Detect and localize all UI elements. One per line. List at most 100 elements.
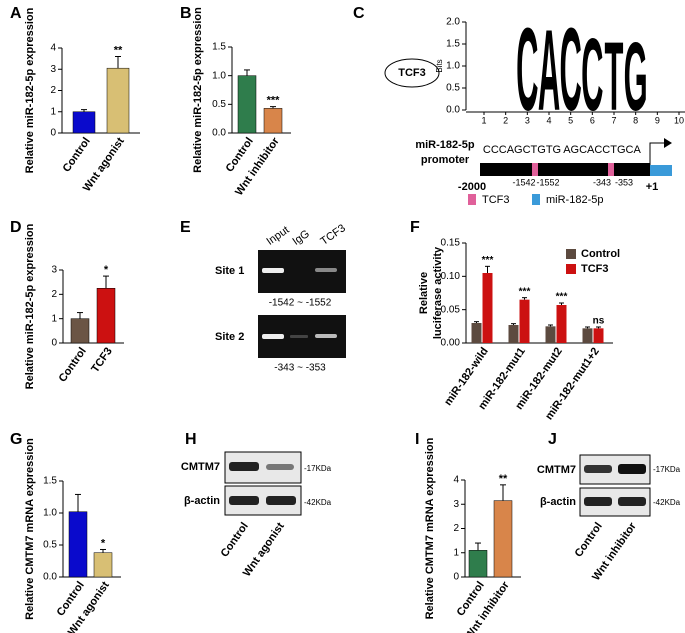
y-tick-label: 1.0 — [212, 70, 226, 81]
y-tick-label: 0.0 — [446, 105, 460, 116]
significance: *** — [556, 292, 568, 303]
bar — [593, 328, 604, 343]
blot-band — [584, 465, 612, 473]
x-tick-label: 6 — [590, 115, 595, 125]
y-tick-label: 0.15 — [441, 238, 461, 249]
row-label: β-actin — [540, 496, 576, 508]
bar — [72, 111, 96, 134]
y-axis-label: Relative miR-182-5p expression — [24, 223, 36, 389]
size-label: -42KDa — [653, 498, 681, 507]
bar — [468, 550, 488, 578]
y-tick-label: 1.0 — [446, 61, 460, 72]
size-label: -17KDa — [653, 465, 681, 474]
significance: ** — [114, 44, 123, 56]
y-tick-label: 1.5 — [212, 42, 226, 53]
panel-label: H — [185, 431, 197, 448]
lane-label: TCF3 — [319, 222, 348, 248]
y-tick-label: 1 — [51, 313, 57, 324]
significance: *** — [519, 286, 531, 297]
bar — [582, 328, 593, 343]
logo-letter: C — [581, 18, 603, 133]
significance: *** — [267, 95, 281, 107]
y-tick-label: 4 — [453, 475, 459, 486]
y-tick-label: 1 — [453, 547, 459, 558]
factor-label: TCF3 — [398, 67, 426, 79]
panel-label: G — [10, 431, 22, 448]
row-label: Site 1 — [215, 265, 244, 277]
panel-label: F — [410, 219, 420, 236]
legend-swatch — [566, 249, 576, 259]
bar — [237, 75, 257, 134]
logo-letter: T — [605, 24, 624, 132]
x-tick-label: 4 — [546, 115, 551, 125]
lane-label: Control — [219, 521, 251, 560]
legend-label: miR-182-5p — [546, 194, 603, 206]
significance: *** — [482, 255, 494, 266]
y-tick-label: 0.5 — [446, 83, 460, 94]
legend-label: TCF3 — [482, 194, 510, 206]
y-tick-label: 3 — [453, 499, 459, 510]
lane-label: IgG — [291, 228, 312, 248]
promoter-bar — [480, 163, 650, 176]
y-tick-label: 0.5 — [43, 540, 57, 551]
x-tick-label: TCF3 — [89, 346, 115, 375]
y-tick-label: 1.0 — [43, 508, 57, 519]
promoter-label: promoter — [421, 154, 470, 166]
position: -2000 — [458, 181, 486, 193]
logo-letter: G — [624, 24, 648, 132]
logo-letter: C — [559, 5, 581, 136]
site-box — [608, 163, 614, 176]
range-label: -343 ~ -353 — [274, 363, 326, 374]
y-tick-label: 1 — [50, 106, 56, 117]
y-tick-label: 2 — [453, 523, 459, 534]
significance: ** — [499, 473, 508, 485]
x-tick-label: 5 — [568, 115, 573, 125]
panel-label: B — [180, 5, 192, 22]
bar — [482, 273, 493, 343]
y-tick-label: 1.5 — [43, 476, 57, 487]
bar — [508, 325, 519, 343]
gel-band — [262, 334, 284, 339]
gel-band — [290, 335, 308, 338]
significance: ns — [593, 316, 605, 327]
x-tick-label: 3 — [525, 115, 530, 125]
position: -1552 — [536, 177, 559, 187]
y-tick-label: 3 — [51, 265, 57, 276]
y-tick-label: 2.0 — [446, 17, 460, 28]
lane-label: Input — [265, 224, 292, 248]
tss-arrow — [649, 142, 666, 165]
x-tick-label: 7 — [611, 115, 616, 125]
legend-swatch — [468, 194, 476, 205]
y-axis-label: Relative CMTM7 mRNA expression — [424, 437, 436, 619]
y-tick-label: 0.5 — [212, 99, 226, 110]
tss-arrowhead — [664, 138, 672, 148]
gel-band — [262, 268, 284, 273]
y-tick-label: 2 — [50, 85, 56, 96]
lane-label: Control — [573, 521, 605, 560]
y-axis-label: Bits — [435, 59, 444, 72]
promoter-label: miR-182-5p — [415, 139, 475, 151]
blot-band — [266, 464, 294, 470]
bar — [545, 326, 556, 343]
blot-band — [618, 464, 646, 474]
y-axis-label: Relative miR-182-5p expression — [24, 7, 36, 173]
size-label: -17KDa — [304, 464, 332, 473]
logo-letter: C — [516, 5, 538, 136]
legend-swatch — [532, 194, 540, 205]
logo-letter: A — [538, 6, 560, 134]
blot-band — [618, 497, 646, 506]
bar — [471, 323, 482, 343]
x-tick-label: 2 — [503, 115, 508, 125]
bar — [106, 67, 130, 134]
significance: * — [101, 537, 106, 549]
range-label: -1542 ~ -1552 — [269, 298, 332, 309]
panel-label: C — [353, 5, 365, 22]
y-axis-label: Relative CMTM7 mRNA expression — [24, 438, 36, 620]
panel-label: E — [180, 219, 191, 236]
y-tick-label: 0.0 — [43, 572, 57, 583]
y-tick-label: 0 — [50, 128, 56, 139]
x-tick-label: Control — [61, 136, 93, 175]
x-tick-label: 8 — [633, 115, 638, 125]
panel-label: D — [10, 219, 22, 236]
y-tick-label: 1.5 — [446, 39, 460, 50]
